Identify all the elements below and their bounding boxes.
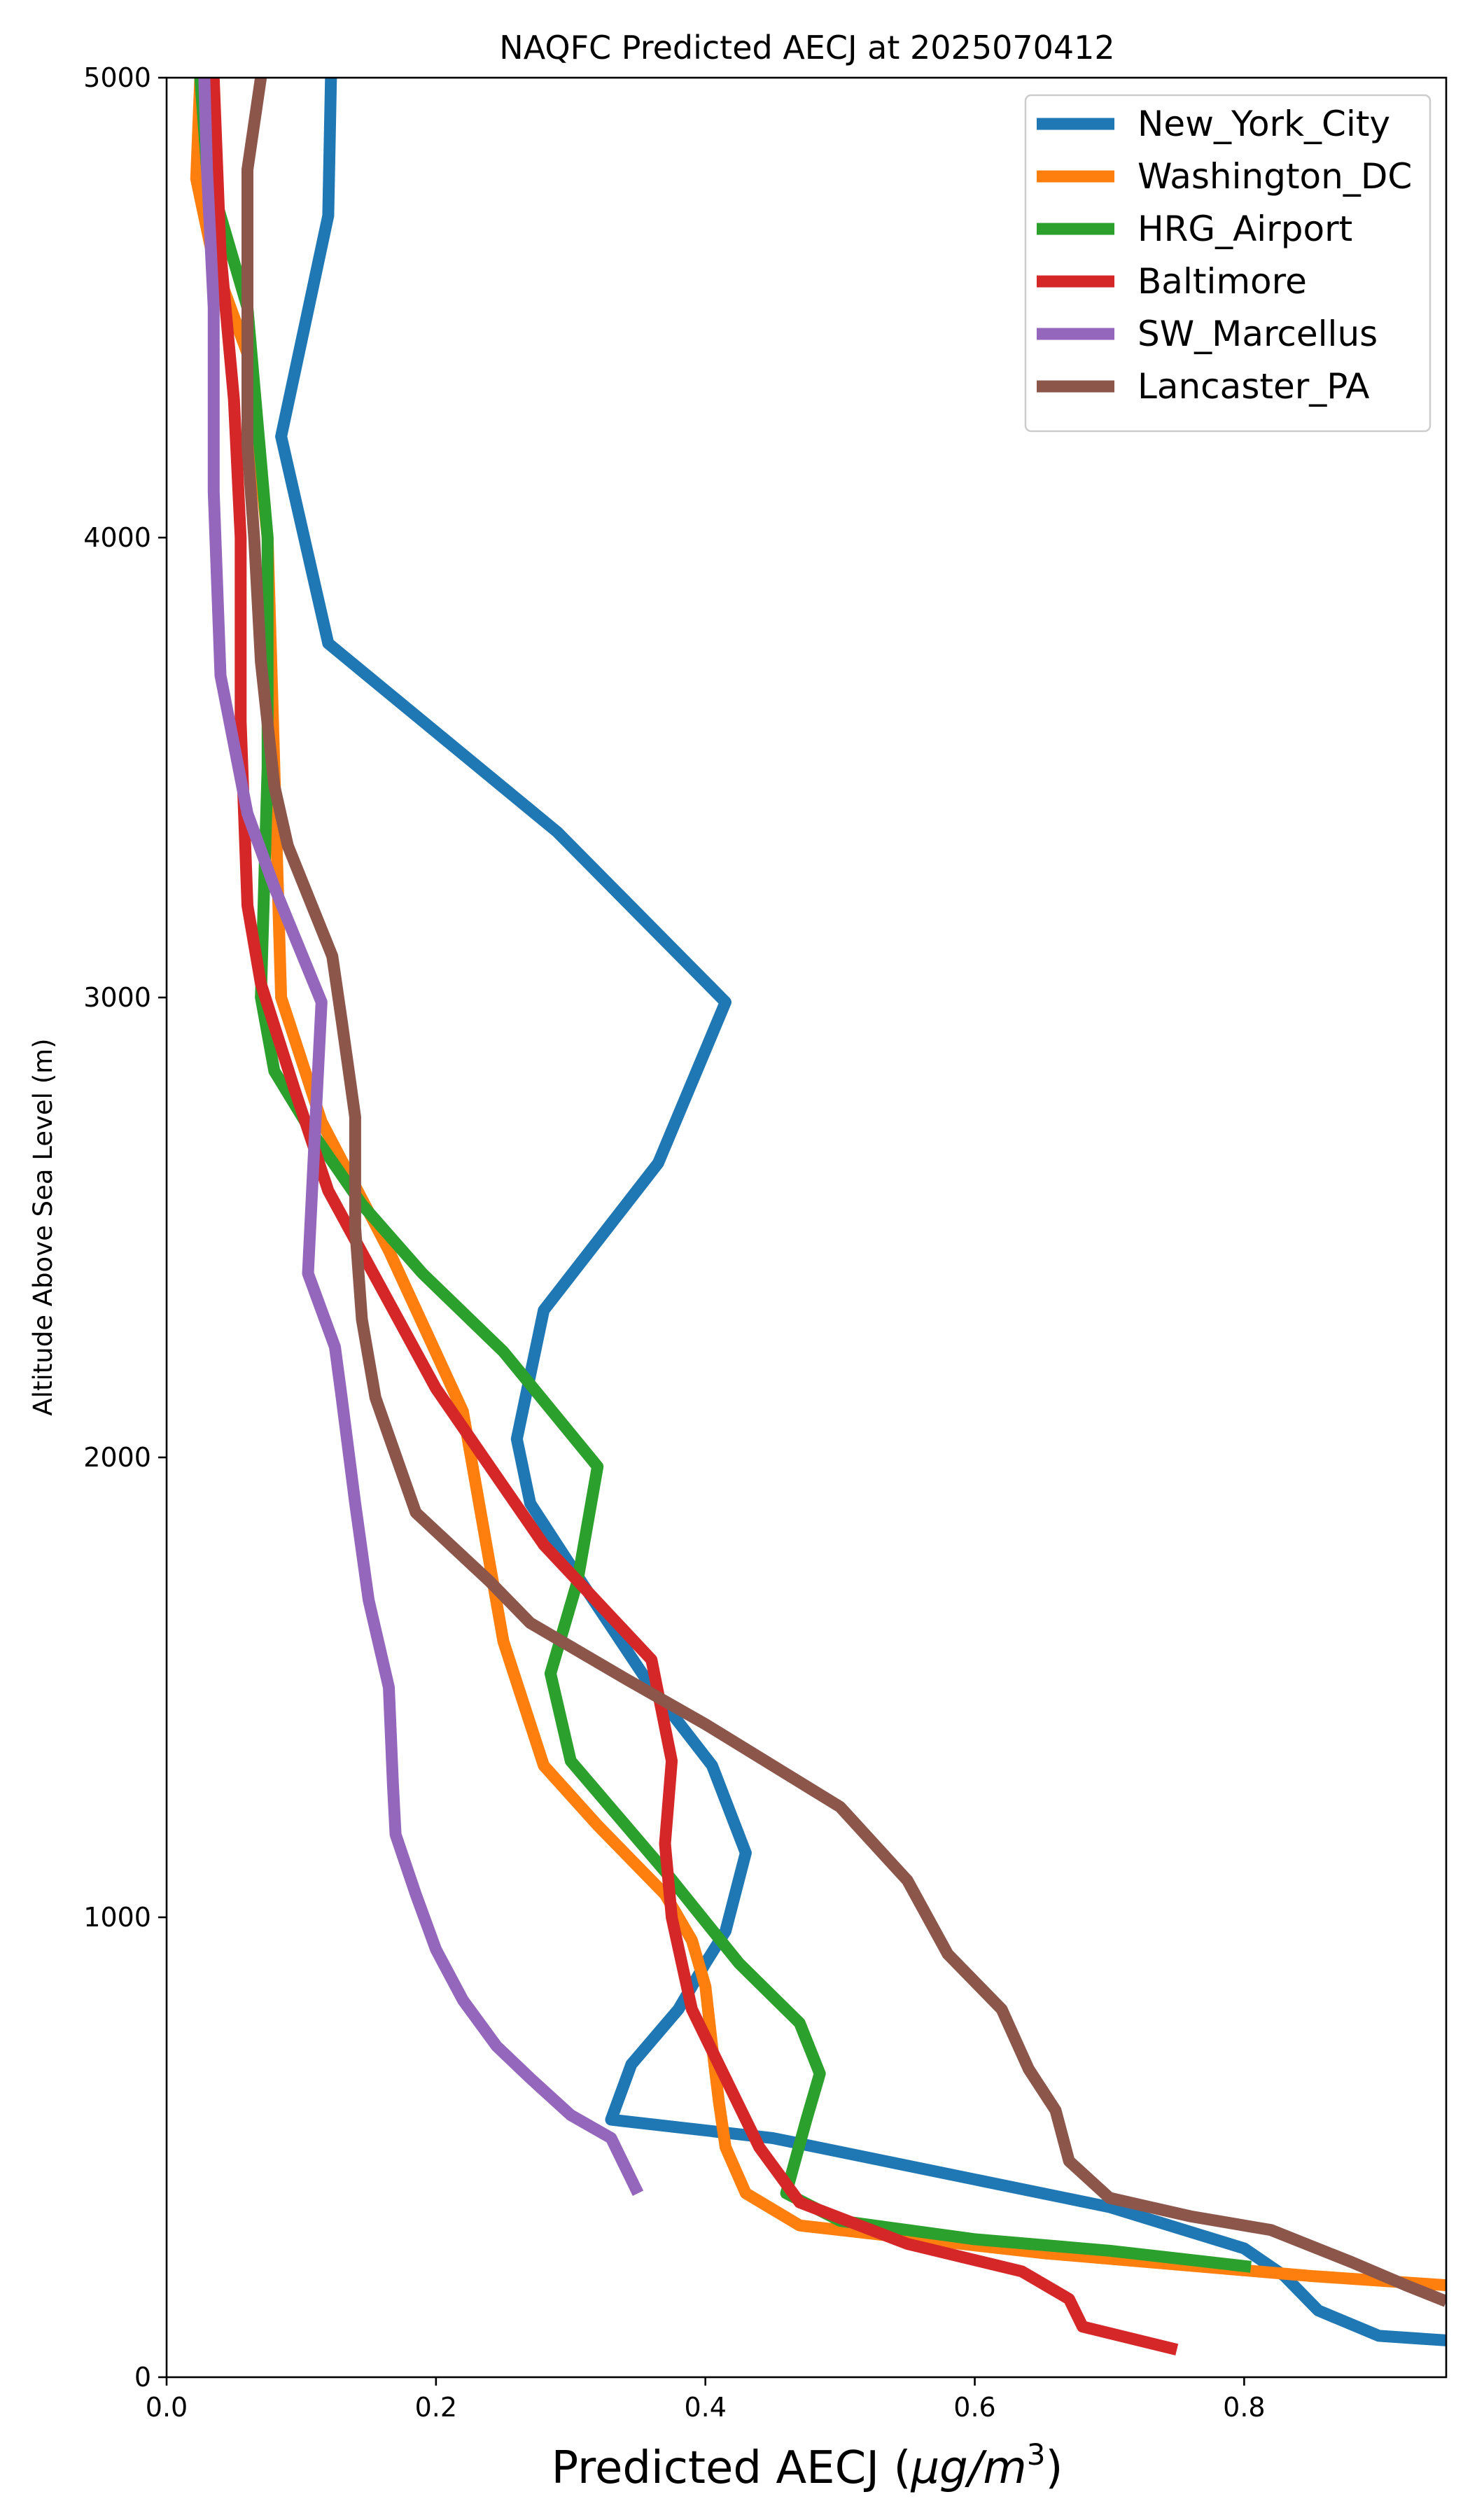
legend-label: Baltimore [1138, 261, 1307, 302]
x-axis-label: Predicted AECJ (μg/m3) [552, 2437, 1063, 2494]
y-tick-label: 2000 [83, 1442, 151, 1473]
series-line-lancaster-pa [241, 78, 1446, 2307]
x-axis: 0.0 0.2 0.4 0.6 0.8 [146, 2377, 1266, 2423]
x-tick-label: 0.2 [415, 2392, 457, 2423]
legend-box [1024, 94, 1432, 433]
chart-title: NAQFC Predicted AECJ at 2025070412 [499, 29, 1114, 66]
y-tick-label: 3000 [83, 982, 151, 1013]
legend-label: SW_Marcellus [1138, 314, 1378, 354]
x-tick-label: 0.4 [684, 2392, 726, 2423]
x-axis-label-unit: μg/m [910, 2442, 1026, 2494]
legend-label: New_York_City [1138, 104, 1390, 144]
legend-label: HRG_Airport [1138, 209, 1352, 249]
series-line-new-york-city [275, 78, 1446, 2346]
y-axis: 0 1000 2000 3000 4000 5000 [83, 62, 167, 2393]
legend-label: Lancaster_PA [1138, 366, 1369, 407]
series-line-sw-marcellus [198, 78, 644, 2196]
series-line-baltimore [207, 78, 1179, 2356]
plot-frame [165, 76, 1448, 2379]
legend-label: Washington_DC [1138, 156, 1412, 197]
y-tick-label: 5000 [83, 62, 151, 93]
series-layer [190, 78, 1446, 2356]
y-tick-label: 0 [134, 2362, 151, 2393]
x-axis-label-suffix: ) [1045, 2442, 1063, 2494]
legend: New_York_City Washington_DC HRG_Airport Bal… [1024, 94, 1432, 433]
x-tick-label: 0.8 [1223, 2392, 1265, 2423]
x-tick-label: 0.6 [953, 2392, 995, 2423]
y-tick-label: 4000 [83, 522, 151, 553]
x-tick-label: 0.0 [146, 2392, 188, 2423]
x-axis-label-superscript: 3 [1027, 2437, 1046, 2472]
y-tick-label: 1000 [83, 1902, 151, 1933]
x-axis-label-prefix: Predicted AECJ ( [552, 2442, 911, 2494]
y-axis-label: Altitude Above Sea Level (m) [28, 1038, 58, 1415]
